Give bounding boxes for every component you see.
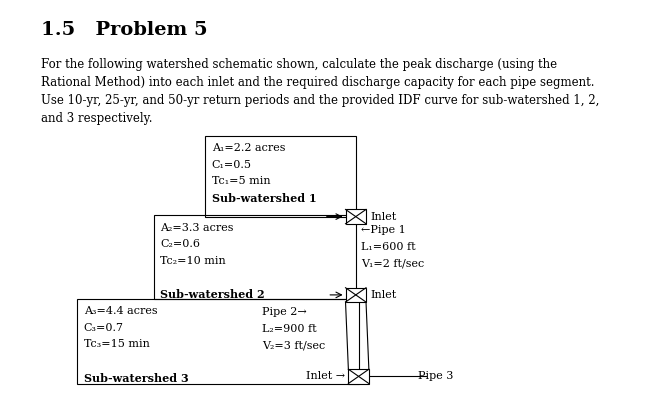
Text: Pipe 2→: Pipe 2→	[262, 307, 307, 317]
Text: For the following watershed schematic shown, calculate the peak discharge (using: For the following watershed schematic sh…	[41, 58, 600, 125]
Bar	[348, 369, 369, 384]
Bar	[345, 210, 366, 224]
Text: Pipe 3: Pipe 3	[418, 372, 454, 381]
Text: Tc₂=10 min: Tc₂=10 min	[161, 256, 226, 266]
Text: L₁=600 ft: L₁=600 ft	[361, 242, 416, 252]
Text: Tc₃=15 min: Tc₃=15 min	[84, 339, 149, 349]
Text: C₃=0.7: C₃=0.7	[84, 323, 124, 333]
Text: Tc₁=5 min: Tc₁=5 min	[212, 177, 270, 187]
Text: L₂=900 ft: L₂=900 ft	[262, 324, 316, 334]
Text: V₁=2 ft/sec: V₁=2 ft/sec	[361, 259, 424, 269]
Text: C₂=0.6: C₂=0.6	[161, 239, 201, 249]
Text: A₁=2.2 acres: A₁=2.2 acres	[212, 143, 285, 153]
Text: C₁=0.5: C₁=0.5	[212, 160, 252, 170]
Text: Inlet →: Inlet →	[307, 372, 345, 381]
Text: A₂=3.3 acres: A₂=3.3 acres	[161, 222, 234, 233]
Bar	[154, 216, 356, 299]
Bar	[205, 136, 356, 217]
Text: Inlet: Inlet	[370, 290, 397, 300]
Text: ←Pipe 1: ←Pipe 1	[361, 225, 406, 235]
Bar	[77, 299, 359, 384]
Text: Sub-watershed 3: Sub-watershed 3	[84, 373, 188, 384]
Text: V₂=3 ft/sec: V₂=3 ft/sec	[262, 340, 325, 350]
Text: Sub-watershed 1: Sub-watershed 1	[212, 193, 316, 204]
Text: A₃=4.4 acres: A₃=4.4 acres	[84, 306, 157, 316]
Text: 1.5   Problem 5: 1.5 Problem 5	[41, 21, 208, 39]
Text: Inlet: Inlet	[370, 212, 397, 222]
Bar	[345, 288, 366, 302]
Text: Sub-watershed 2: Sub-watershed 2	[161, 289, 265, 300]
